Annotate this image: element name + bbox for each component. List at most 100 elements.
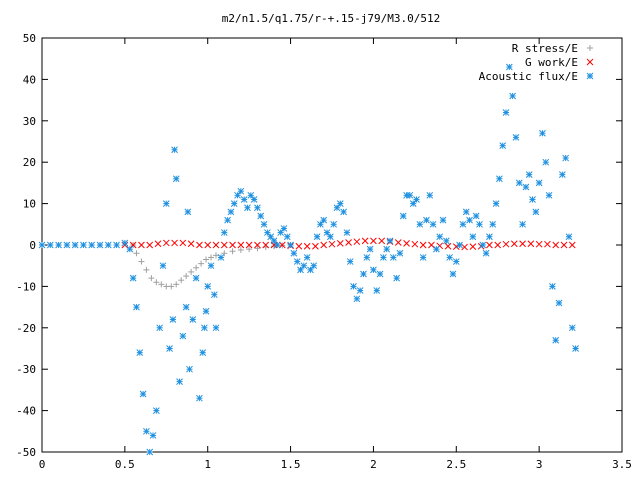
data-point <box>297 266 304 274</box>
data-point <box>246 246 253 253</box>
data-point <box>152 407 160 414</box>
data-point <box>202 307 210 315</box>
data-point <box>413 196 420 203</box>
data-point <box>159 262 167 270</box>
data-point <box>283 233 291 241</box>
data-point <box>476 220 483 228</box>
data-point <box>207 262 215 270</box>
data-point <box>562 154 570 162</box>
data-point <box>356 287 364 294</box>
data-point <box>172 175 180 183</box>
data-point <box>189 316 197 323</box>
data-point <box>370 266 377 274</box>
data-point <box>143 427 150 435</box>
data-point <box>227 208 235 216</box>
data-point <box>515 179 523 187</box>
data-point <box>366 245 374 253</box>
data-point <box>210 291 218 299</box>
data-point <box>361 237 369 245</box>
data-point <box>196 241 203 249</box>
data-point <box>63 241 71 249</box>
data-point <box>186 365 193 373</box>
x-tick-label: 0.5 <box>115 458 135 471</box>
data-point <box>234 191 241 199</box>
data-point <box>171 146 178 154</box>
y-tick-label: 10 <box>23 198 36 211</box>
data-point <box>456 241 463 249</box>
data-point <box>237 241 245 249</box>
data-point <box>212 324 220 332</box>
data-point <box>136 349 144 356</box>
legend-label: G work/E <box>525 56 578 69</box>
data-point <box>295 242 303 250</box>
data-point <box>203 256 210 263</box>
data-point <box>370 237 377 245</box>
data-point <box>549 283 556 290</box>
data-point <box>139 390 147 398</box>
data-point <box>146 448 154 456</box>
data-point <box>204 283 212 290</box>
data-point <box>552 241 560 249</box>
data-point <box>264 229 271 236</box>
data-point <box>113 241 120 249</box>
data-point <box>293 258 301 265</box>
data-point <box>529 196 536 203</box>
data-point <box>479 241 487 249</box>
data-point <box>154 240 162 248</box>
data-point <box>510 240 518 248</box>
data-point <box>326 233 334 241</box>
data-point <box>389 254 397 261</box>
data-point <box>568 241 576 249</box>
data-point <box>220 241 228 249</box>
data-point <box>208 254 215 261</box>
data-point <box>196 394 203 402</box>
data-point <box>126 245 134 253</box>
data-point <box>129 274 137 282</box>
data-point <box>376 270 384 278</box>
y-tick-label: -50 <box>16 446 36 459</box>
data-point <box>535 179 543 187</box>
data-point <box>38 241 46 249</box>
data-point <box>489 220 497 228</box>
data-point <box>188 268 195 275</box>
x-tick-label: 3 <box>536 458 543 471</box>
x-tick-label: 1.5 <box>281 458 301 471</box>
data-point <box>406 191 414 199</box>
y-tick-label: 20 <box>23 156 36 169</box>
data-point <box>409 200 417 207</box>
data-point <box>96 241 104 249</box>
data-point <box>519 220 526 228</box>
data-point <box>257 212 265 220</box>
data-point <box>303 254 311 261</box>
data-point <box>187 240 195 248</box>
data-point <box>328 240 336 248</box>
data-point <box>439 216 447 224</box>
data-point <box>162 239 170 247</box>
data-point <box>317 220 324 228</box>
plot-frame <box>41 37 623 453</box>
data-point <box>558 171 566 178</box>
data-point <box>71 241 79 249</box>
y-tick-label: -40 <box>16 405 36 418</box>
data-point <box>158 281 165 288</box>
data-point <box>545 191 553 199</box>
legend-marker <box>586 72 594 80</box>
y-tick-label: 50 <box>23 32 36 45</box>
data-point <box>245 241 253 249</box>
data-point <box>353 238 361 246</box>
data-point <box>104 241 112 249</box>
data-point <box>459 220 467 228</box>
data-point <box>237 246 244 253</box>
data-point <box>423 216 430 224</box>
data-point <box>129 241 137 249</box>
y-tick-label: -30 <box>16 363 36 376</box>
data-point <box>138 241 145 249</box>
data-point <box>330 220 338 228</box>
data-point <box>230 200 238 207</box>
data-point <box>426 191 434 199</box>
data-point <box>393 274 400 282</box>
data-point <box>363 254 371 261</box>
data-point <box>178 277 185 284</box>
data-point <box>156 324 164 332</box>
